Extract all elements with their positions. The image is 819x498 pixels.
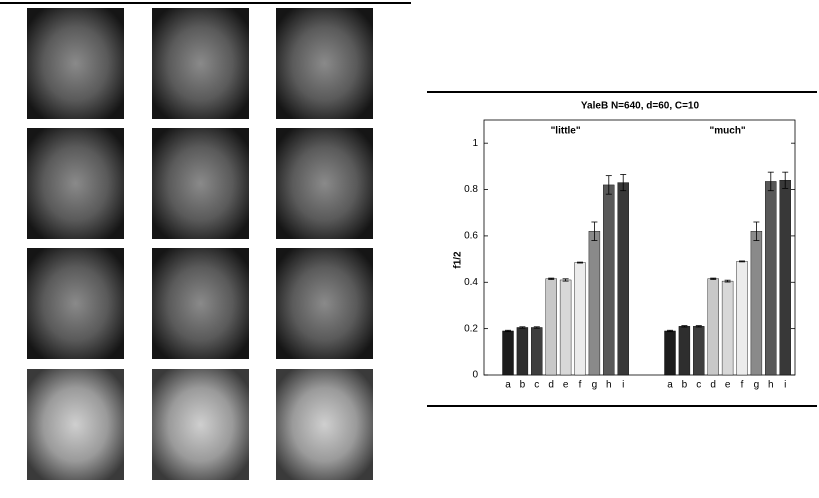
- bar: [678, 326, 691, 376]
- face-grid: [27, 8, 373, 480]
- x-tick-label: h: [606, 380, 612, 391]
- x-tick-label: f: [579, 380, 582, 391]
- x-tick-label: i: [784, 380, 786, 391]
- y-tick-label: 0.8: [464, 184, 478, 195]
- error-bar: [562, 278, 569, 282]
- x-tick-label: h: [768, 380, 774, 391]
- error-bar: [577, 261, 583, 264]
- face-image: [152, 369, 249, 480]
- error-bar: [591, 221, 598, 241]
- face-image: [27, 8, 124, 119]
- bar: [693, 326, 705, 376]
- chart-title: YaleB N=640, d=60, C=10: [581, 101, 700, 112]
- error-bar: [548, 277, 555, 280]
- bar: [779, 180, 791, 376]
- face-image: [276, 8, 373, 119]
- error-bar: [767, 171, 774, 192]
- face-image: [27, 128, 124, 239]
- x-tick-label: a: [667, 380, 673, 391]
- error-bar: [505, 329, 511, 333]
- error-bar: [724, 279, 731, 283]
- y-tick-label: 0.6: [464, 231, 478, 242]
- error-bar: [782, 171, 789, 189]
- error-bar: [710, 277, 717, 280]
- bar: [707, 278, 719, 376]
- bar: [721, 280, 734, 376]
- error-bar: [753, 221, 760, 241]
- bar: [750, 231, 763, 376]
- x-tick-label: d: [710, 380, 716, 391]
- x-tick-label: g: [592, 380, 598, 391]
- face-image: [152, 128, 249, 239]
- error-bar: [739, 260, 745, 263]
- bar: [588, 231, 601, 376]
- x-tick-label: c: [696, 380, 701, 391]
- bar: [502, 330, 514, 376]
- x-tick-label: i: [622, 380, 624, 391]
- x-tick-label: e: [563, 380, 569, 391]
- error-bar: [667, 329, 673, 333]
- x-tick-label: b: [520, 380, 526, 391]
- bar: [736, 261, 748, 376]
- y-tick-label: 1: [472, 138, 478, 149]
- group-label: "much": [710, 126, 746, 137]
- bar: [765, 181, 777, 376]
- face-image: [152, 248, 249, 359]
- x-tick-label: f: [741, 380, 744, 391]
- bar: [545, 278, 557, 376]
- bar: [603, 184, 615, 376]
- bar: [516, 327, 529, 376]
- error-bar: [533, 326, 540, 329]
- y-axis-label: f1/2: [453, 251, 464, 269]
- bar: [664, 330, 676, 376]
- x-tick-label: b: [682, 380, 688, 391]
- y-tick-label: 0: [472, 370, 478, 381]
- error-bar: [605, 175, 612, 195]
- x-tick-label: c: [534, 380, 539, 391]
- x-tick-label: a: [505, 380, 511, 391]
- bar: [531, 327, 543, 376]
- face-image: [27, 248, 124, 359]
- face-image: [276, 248, 373, 359]
- face-image: [27, 369, 124, 480]
- plot-frame: [483, 119, 796, 376]
- group-label: "little": [551, 126, 581, 137]
- y-tick-label: 0.2: [464, 323, 478, 334]
- bar: [617, 182, 629, 376]
- bar: [559, 279, 572, 376]
- x-tick-label: e: [725, 380, 731, 391]
- x-tick-label: d: [548, 380, 554, 391]
- face-image: [152, 8, 249, 119]
- face-image: [276, 128, 373, 239]
- error-bar: [681, 325, 688, 328]
- face-image: [276, 369, 373, 480]
- error-bar: [695, 325, 702, 328]
- error-bar: [620, 174, 627, 192]
- x-tick-label: g: [754, 380, 760, 391]
- y-tick-label: 0.4: [464, 277, 478, 288]
- error-bar: [519, 326, 526, 329]
- bar: [574, 262, 586, 376]
